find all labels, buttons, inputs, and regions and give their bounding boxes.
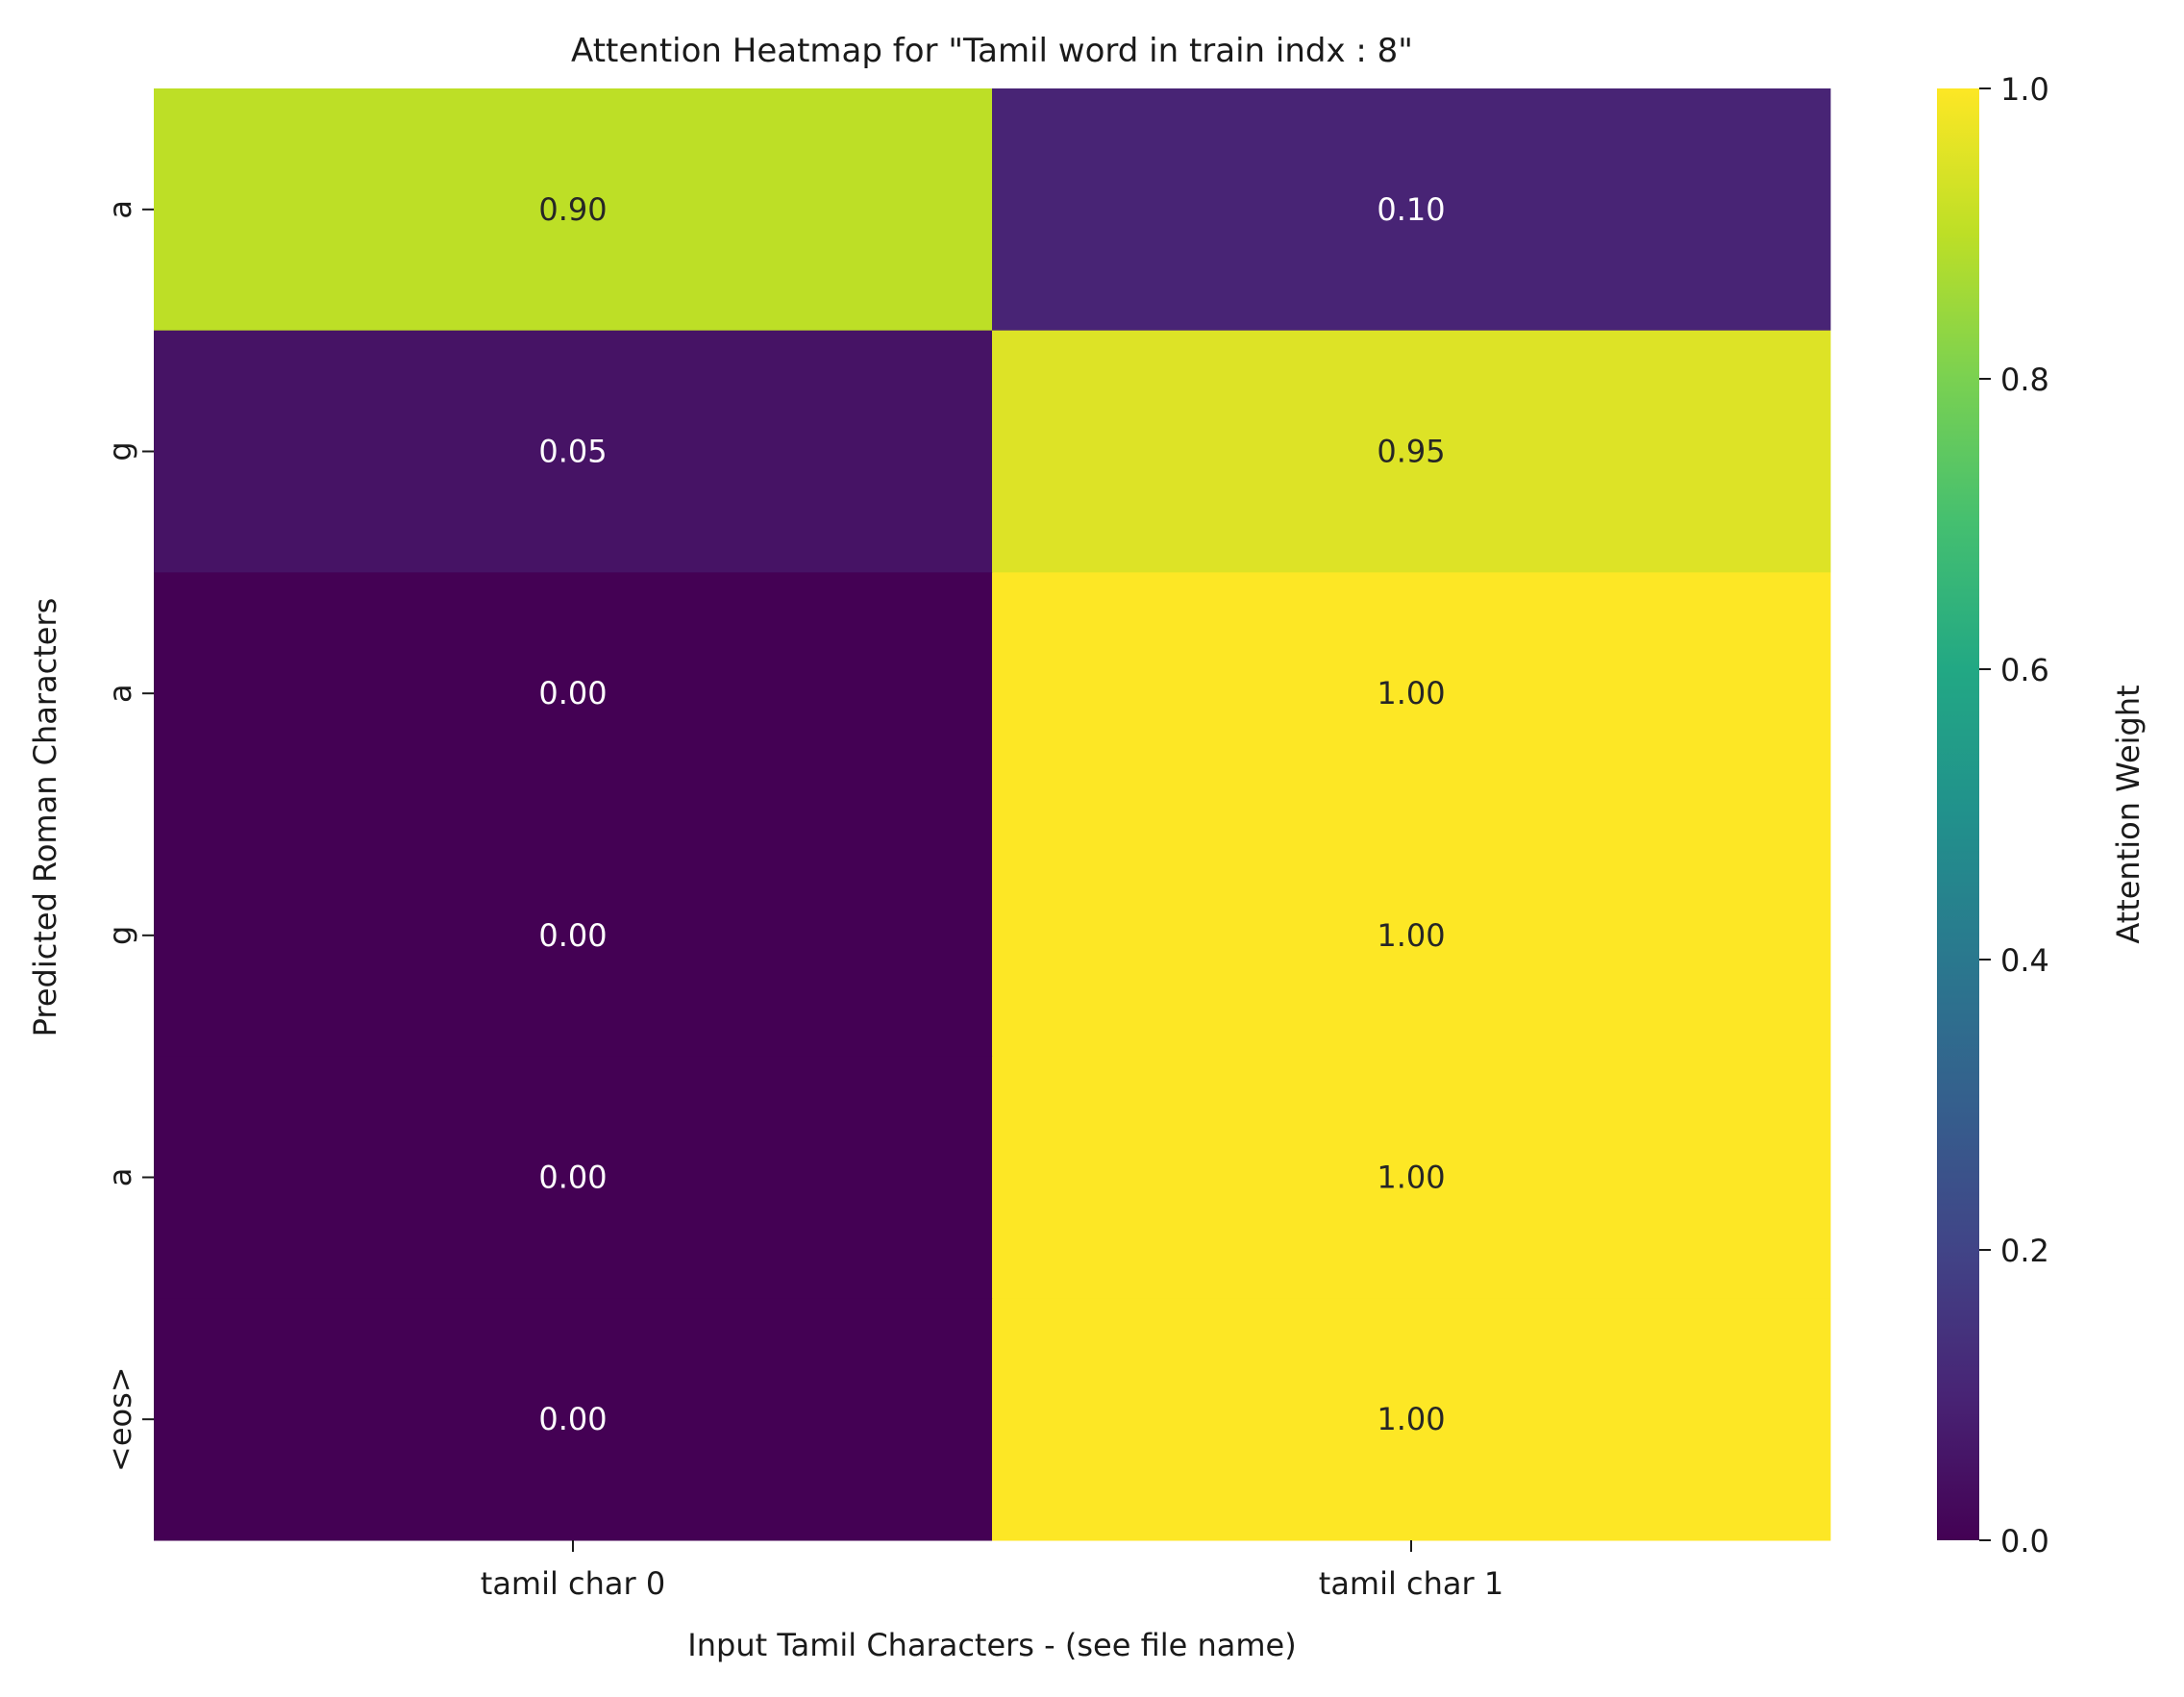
heatmap-cell bbox=[992, 814, 1831, 1058]
heatmap-cell bbox=[992, 88, 1831, 332]
heatmap-cell bbox=[992, 572, 1831, 815]
y-tick-label: g bbox=[102, 441, 138, 461]
cell-value-label: 1.00 bbox=[1377, 675, 1445, 711]
heatmap-cell bbox=[992, 330, 1831, 573]
cell-value-label: 1.00 bbox=[1377, 1160, 1445, 1196]
cell-value-label: 0.95 bbox=[1377, 434, 1445, 470]
y-tick-label: a bbox=[102, 684, 138, 703]
heatmap-cell bbox=[154, 1056, 993, 1299]
colorbar-axis: 0.0 0.2 0.4 0.6 0.8 1.0 bbox=[1979, 71, 2049, 1560]
cell-value-label: 0.00 bbox=[538, 917, 607, 954]
y-tick-label: a bbox=[102, 1168, 138, 1187]
colorbar-tick-label: 0.6 bbox=[2000, 652, 2049, 688]
colorbar-tick-label: 0.0 bbox=[2000, 1523, 2049, 1560]
chart-title: Attention Heatmap for "Tamil word in tra… bbox=[571, 32, 1413, 70]
colorbar-tick-label: 0.2 bbox=[2000, 1233, 2049, 1269]
heatmap-cell bbox=[992, 1056, 1831, 1299]
y-tick-label: g bbox=[102, 926, 138, 945]
cell-value-label: 0.10 bbox=[1377, 191, 1445, 228]
heatmap-cells bbox=[154, 88, 1831, 1541]
heatmap-cell bbox=[154, 88, 993, 332]
cell-value-label: 0.90 bbox=[538, 191, 607, 228]
heatmap-cell bbox=[154, 1298, 993, 1541]
heatmap-cell bbox=[154, 814, 993, 1058]
colorbar-tick-label: 0.4 bbox=[2000, 942, 2049, 979]
heatmap-cell bbox=[154, 572, 993, 815]
y-axis-label: Predicted Roman Characters bbox=[27, 598, 63, 1037]
cell-value-label: 0.00 bbox=[538, 1401, 607, 1437]
cell-value-label: 0.05 bbox=[538, 434, 607, 470]
colorbar-tick-label: 1.0 bbox=[2000, 71, 2049, 108]
cell-value-label: 1.00 bbox=[1377, 917, 1445, 954]
colorbar-label: Attention Weight bbox=[2110, 685, 2147, 943]
x-axis: tamil char 0 tamil char 1 bbox=[481, 1540, 1503, 1602]
heatmap-cell bbox=[992, 1298, 1831, 1541]
y-axis: a g a g a <eos> bbox=[102, 200, 154, 1472]
x-tick-label: tamil char 1 bbox=[1319, 1565, 1503, 1602]
heatmap-cell bbox=[154, 330, 993, 573]
heatmap-cell-labels: 0.90 0.10 0.05 0.95 0.00 1.00 0.00 1.00 0.00 1.00… bbox=[538, 191, 1445, 1437]
colorbar-tick-label: 0.8 bbox=[2000, 362, 2049, 398]
x-axis-label: Input Tamil Characters - (see file name) bbox=[687, 1627, 1296, 1663]
colorbar bbox=[1937, 88, 1979, 1540]
cell-value-label: 1.00 bbox=[1377, 1401, 1445, 1437]
cell-value-label: 0.00 bbox=[538, 675, 607, 711]
x-tick-label: tamil char 0 bbox=[481, 1565, 665, 1602]
y-tick-label: <eos> bbox=[102, 1366, 138, 1472]
y-tick-label: a bbox=[102, 200, 138, 219]
cell-value-label: 0.00 bbox=[538, 1160, 607, 1196]
